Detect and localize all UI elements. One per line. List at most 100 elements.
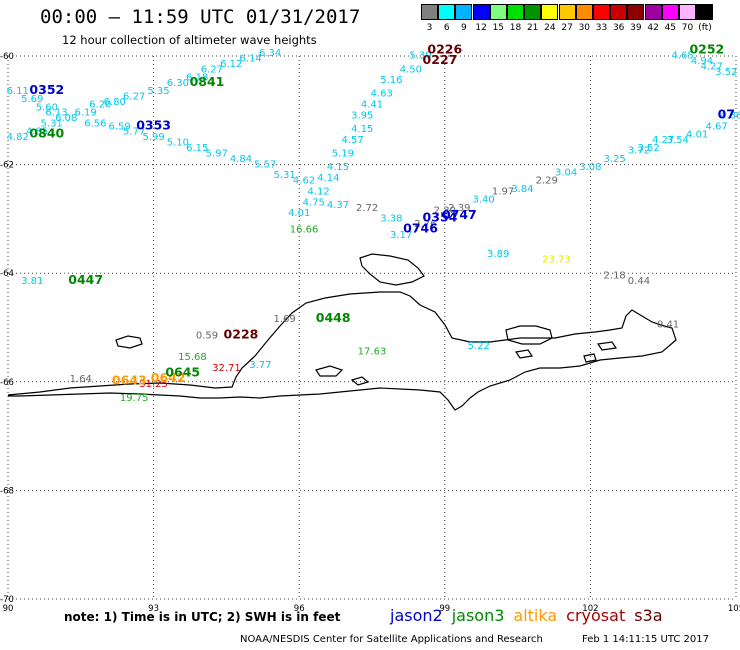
satellite-cryosat: cryosat <box>566 606 626 625</box>
swh-value: 5.19 <box>332 148 354 159</box>
swh-value: 6.19 <box>75 108 97 119</box>
swh-value: 4.37 <box>327 200 349 211</box>
legend-swatch <box>610 4 628 20</box>
legend-swatch <box>472 4 490 20</box>
swh-value: 4.01 <box>288 208 310 219</box>
coastline-island-1 <box>359 253 425 286</box>
legend-swatch <box>455 4 473 20</box>
swh-value: 2.18 <box>604 271 626 282</box>
lat-tick-label: -64 <box>0 269 14 279</box>
swh-value: 3.77 <box>249 360 271 371</box>
coastline-island-6 <box>514 349 534 359</box>
legend-label: 70 <box>681 23 694 33</box>
swh-value: 3.95 <box>351 110 373 121</box>
lat-tick-label: -62 <box>0 161 14 171</box>
lon-tick-label: 96 <box>294 604 305 614</box>
legend-swatch <box>627 4 645 20</box>
swh-value: 4.27 <box>701 62 723 73</box>
swh-value: 5.35 <box>147 86 169 97</box>
pass-time: 0447 <box>68 272 103 287</box>
lat-tick-label: -66 <box>0 378 14 388</box>
swh-value: 6.59 <box>108 121 130 132</box>
swh-value: 3.08 <box>579 162 601 173</box>
legend-swatch <box>524 4 542 20</box>
swh-value: 4.86 <box>720 110 740 121</box>
swh-value: 2.72 <box>356 203 378 214</box>
legend-label: 3 <box>426 23 433 33</box>
lat-tick-label: -70 <box>0 595 14 605</box>
legend-swatch <box>489 4 507 20</box>
swh-value: 6.27 <box>123 91 145 102</box>
pass-time: 0352 <box>29 82 64 97</box>
swh-value: 3.04 <box>555 167 577 178</box>
swh-value: 4.01 <box>686 129 708 140</box>
credit-line: NOAA/NESDIS Center for Satellite Applica… <box>240 634 543 645</box>
axis-tick-labels: 90 93 96 99 102 105 -60 -62 -64 -66 -68 -70 <box>0 52 740 614</box>
swh-value: 3.40 <box>472 195 494 206</box>
swh-value: 4.62 <box>293 176 315 187</box>
swh-value: 5.57 <box>254 159 276 170</box>
swh-value: 4.75 <box>303 197 325 208</box>
coastline-island-5 <box>350 376 370 386</box>
legend-swatch <box>679 4 696 20</box>
lon-tick-label: 90 <box>3 604 14 614</box>
pass-time: 0448 <box>316 310 351 325</box>
swh-value: 3.38 <box>380 214 402 225</box>
swh-value: 16.66 <box>290 224 319 235</box>
swh-value: 1.64 <box>70 374 92 385</box>
swh-value: 1.97 <box>492 186 514 197</box>
swh-value: 6.34 <box>259 48 281 59</box>
lat-tick-label: -60 <box>0 52 14 62</box>
swh-value: 5.69 <box>21 94 43 105</box>
satellite-altika: altika <box>513 606 558 625</box>
legend-swatch <box>696 4 714 20</box>
swh-value: 4.94 <box>691 56 713 67</box>
legend-label: 33 <box>595 23 608 33</box>
pass-time: 0642 <box>151 370 186 385</box>
swh-value: 5.10 <box>167 138 189 149</box>
legend-label: 42 <box>647 23 659 33</box>
swh-value: 32.71 <box>212 363 241 374</box>
pass-time: 0226 <box>427 41 462 56</box>
legend-swatch <box>644 4 662 20</box>
legend-label: 9 <box>461 23 467 33</box>
coastline-island-4 <box>315 365 344 377</box>
swh-value: 6.12 <box>220 59 242 70</box>
legend-label: 27 <box>561 23 573 33</box>
coastline-main <box>7 291 677 411</box>
legend-swatch <box>421 4 438 20</box>
swh-value: 15.68 <box>178 352 207 363</box>
swh-value: 5.77 <box>123 127 145 138</box>
legend-swatch <box>661 4 679 20</box>
legend-label: 30 <box>578 23 591 33</box>
lon-tick-label: 105 <box>728 604 740 614</box>
lon-tick-label: 99 <box>439 604 450 614</box>
coastline-island-3 <box>115 335 143 349</box>
legend-label: 6 <box>443 23 450 33</box>
swh-value: 2.30 <box>434 205 456 216</box>
swh-value: 4.41 <box>361 100 383 111</box>
footer-note: note: 1) Time is in UTC; 2) SWH is in fe… <box>64 610 341 624</box>
swh-value: 3.52 <box>715 67 737 78</box>
pass-time: 0643 <box>112 373 147 388</box>
lat-lon-grid <box>7 55 737 600</box>
pass-time: 0645 <box>165 364 200 379</box>
swh-value: 2.39 <box>448 203 470 214</box>
swh-value: 1.69 <box>274 314 296 325</box>
legend-swatch <box>575 4 593 20</box>
lat-tick-label: -68 <box>0 486 14 496</box>
swh-value: 6.15 <box>186 143 208 154</box>
swh-value: 5.31 <box>41 119 63 130</box>
swh-value: 4.12 <box>307 186 329 197</box>
antarctic-coastline <box>7 253 677 411</box>
swh-value: 6.08 <box>55 113 77 124</box>
pass-time: 0747 <box>442 207 477 222</box>
swh-value: 3.25 <box>604 154 626 165</box>
coastline-island-8 <box>583 353 597 363</box>
pass-time: 0228 <box>224 326 259 341</box>
swh-value: 4.85 <box>26 127 48 138</box>
pass-time: 0746 <box>403 220 438 235</box>
swh-value: 17.63 <box>358 347 387 358</box>
